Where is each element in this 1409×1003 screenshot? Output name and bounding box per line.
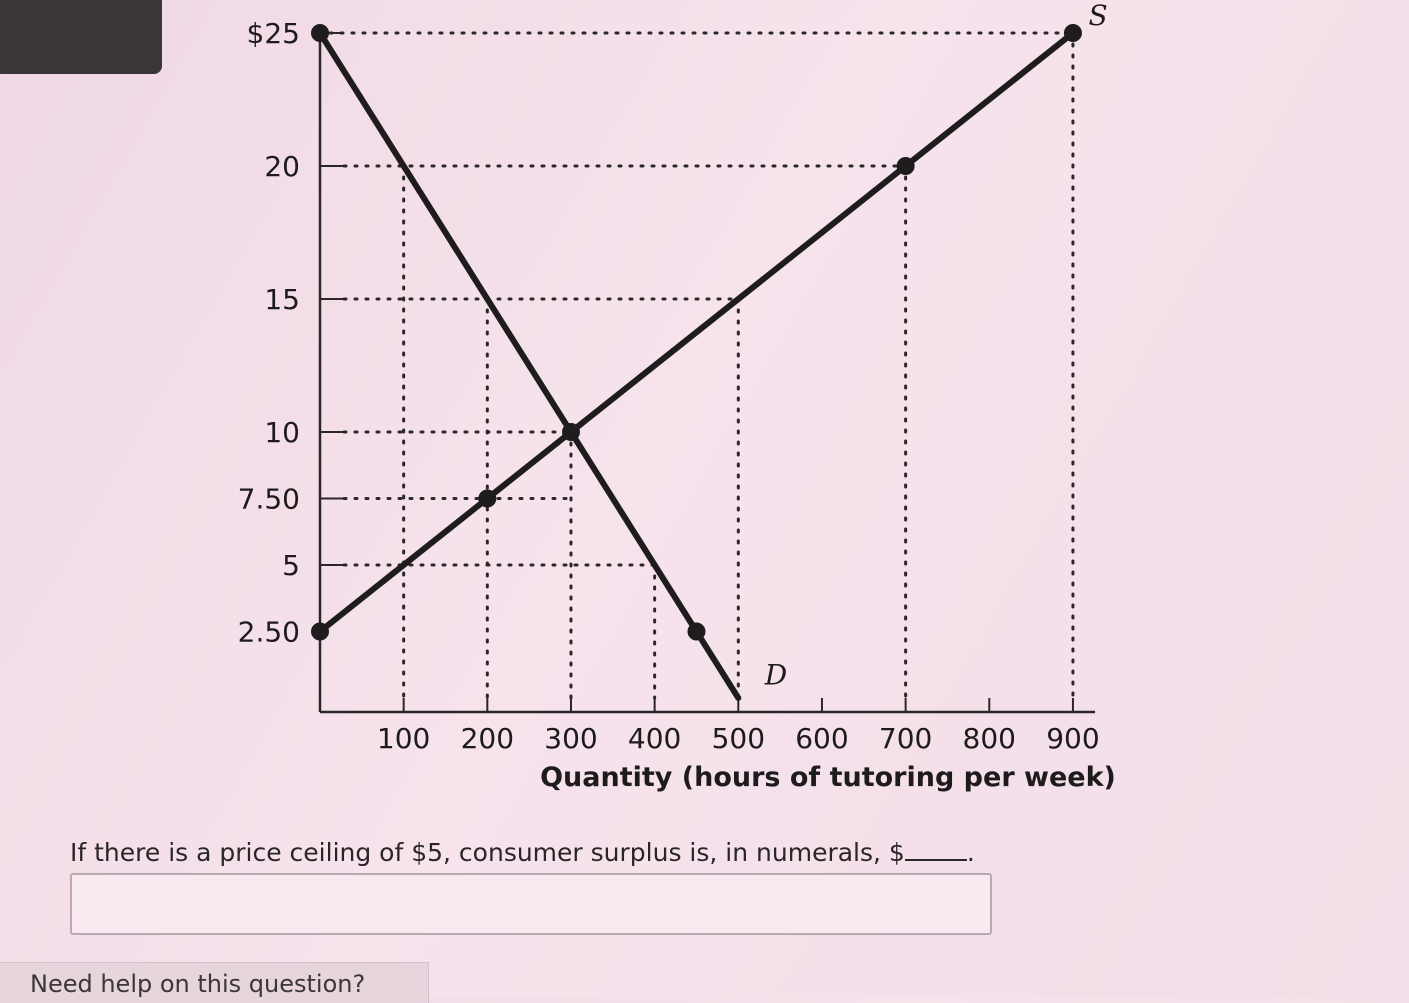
y-tick-label: 10 — [264, 416, 300, 449]
supply-point — [478, 489, 497, 508]
series-lines — [317, 30, 1076, 701]
answer-blank — [904, 841, 967, 861]
supply-point — [311, 622, 329, 641]
series-markers — [311, 24, 1082, 641]
x-tick-label: 300 — [544, 722, 597, 755]
supply-demand-chart: 2.50 5 7.50 10 15 20 $25 100 200 300 400 500 600 700 8… — [238, 0, 1116, 793]
question-suffix: . — [966, 838, 975, 867]
supply-point — [896, 157, 915, 175]
demand-curve — [317, 30, 742, 701]
supply-curve — [317, 30, 1076, 635]
y-tick-label: 20 — [264, 150, 300, 183]
supply-point — [561, 423, 580, 441]
chart-axes — [318, 32, 1095, 714]
demand-curve-label: D — [764, 659, 787, 692]
x-tick-label: 200 — [461, 722, 514, 755]
x-axis-title: Quantity (hours of tutoring per week) — [540, 762, 1116, 793]
answer-input[interactable] — [70, 873, 992, 935]
supply-curve-label: S — [1088, 0, 1107, 32]
y-tick-label: $25 — [247, 17, 300, 50]
question-text: If there is a price ceiling of $5, consu… — [70, 838, 975, 867]
x-tick-label: 600 — [795, 722, 848, 755]
x-tick-label: 800 — [963, 722, 1016, 755]
demand-point — [311, 24, 329, 42]
y-tick-label: 5 — [282, 549, 300, 582]
y-tick-label: 15 — [264, 283, 300, 316]
help-panel[interactable] — [0, 962, 429, 1003]
x-tick-label: 500 — [712, 722, 765, 755]
x-tick-label: 400 — [628, 722, 681, 755]
supply-point — [1063, 24, 1082, 42]
tick-labels: 2.50 5 7.50 10 15 20 $25 100 200 300 400 500 600 700 8… — [238, 0, 1108, 755]
x-tick-label: 100 — [377, 722, 430, 755]
question-prompt: If there is a price ceiling of $5, consu… — [70, 838, 905, 867]
y-tick-label: 2.50 — [238, 616, 300, 649]
x-tick-label: 900 — [1046, 722, 1099, 755]
help-link[interactable]: Need help on this question? — [30, 970, 366, 998]
dark-corner-tab — [0, 0, 162, 74]
y-tick-label: 7.50 — [238, 483, 300, 516]
demand-point — [687, 622, 706, 641]
x-tick-label: 700 — [879, 722, 932, 755]
gridline-guides — [328, 31, 1075, 700]
